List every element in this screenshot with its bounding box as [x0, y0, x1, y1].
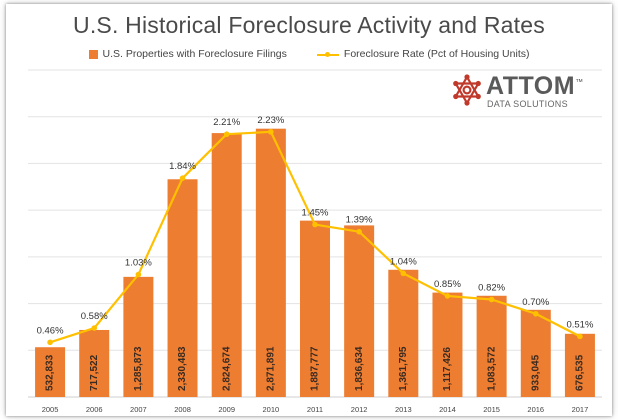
rate-value-label: 0.46% — [37, 325, 64, 336]
logo-node — [453, 80, 459, 87]
x-tick-label: 2006 — [86, 405, 103, 414]
bar-value-label: 1,117,426 — [442, 347, 453, 391]
x-tick-label: 2007 — [130, 405, 147, 414]
logo-hub — [462, 85, 472, 95]
x-tick-label: 2005 — [42, 405, 59, 414]
rate-point — [444, 293, 451, 299]
bar-value-label: 1,887,777 — [310, 346, 321, 391]
x-tick-label: 2011 — [307, 405, 323, 414]
bar-2017 — [564, 333, 595, 397]
rate-point — [577, 333, 583, 340]
rate-value-label: 0.70% — [522, 297, 549, 308]
rate-value-label: 1.04% — [390, 256, 417, 267]
bar-2014 — [432, 292, 463, 397]
x-tick-label: 2012 — [351, 405, 368, 414]
rate-value-label: 0.85% — [434, 279, 461, 290]
rate-value-label: 2.21% — [213, 117, 240, 128]
logo-node — [464, 74, 470, 80]
logo-stroke — [466, 82, 480, 104]
bar-value-label: 532,833 — [45, 354, 56, 391]
rate-point — [268, 129, 274, 135]
legend-label-bars: U.S. Properties with Foreclosure Filings — [102, 48, 287, 60]
rate-point — [91, 325, 98, 331]
bar-value-label: 1,836,634 — [354, 346, 365, 391]
logo-network-icon — [453, 74, 481, 106]
x-tick-label: 2015 — [483, 405, 500, 414]
rate-value-label: 0.51% — [566, 319, 593, 330]
bar-value-label: 717,522 — [89, 354, 100, 391]
rate-point — [312, 221, 318, 228]
bar-2012 — [344, 225, 375, 397]
bar-value-label: 2,824,674 — [221, 346, 232, 391]
legend-swatch-bars — [88, 49, 98, 59]
chart-title: U.S. Historical Foreclosure Activity and… — [73, 12, 545, 38]
logo-name: ATTOM™ — [486, 72, 584, 100]
x-tick-label: 2008 — [174, 405, 191, 414]
rate-value-label: 1.03% — [125, 258, 152, 269]
bar-2015 — [476, 295, 507, 397]
legend: U.S. Properties with Foreclosure Filings… — [6, 48, 612, 60]
rate-point — [179, 175, 186, 182]
bar-2007 — [123, 276, 154, 397]
x-tick-label: 2009 — [218, 405, 235, 414]
rate-point — [488, 296, 495, 303]
rate-value-label: 2.23% — [257, 115, 284, 126]
rate-point — [400, 270, 407, 277]
bar-2013 — [388, 269, 419, 397]
chart-frame: U.S. Historical Foreclosure Activity and… — [6, 4, 612, 416]
bar-2005 — [35, 347, 66, 397]
bar-value-label: 1,285,873 — [133, 346, 144, 391]
logo-stroke — [454, 76, 468, 98]
bar-value-label: 2,871,891 — [265, 346, 276, 391]
bar-2016 — [520, 309, 551, 397]
bar-value-label: 676,535 — [575, 354, 586, 391]
x-tick-label: 2017 — [572, 405, 589, 414]
rate-value-label: 0.82% — [478, 282, 505, 293]
bar-2010 — [255, 128, 286, 397]
logo-node — [453, 93, 459, 100]
attom-logo: ATTOM™ DATA SOLUTIONS — [450, 70, 600, 112]
rate-value-label: 1.45% — [302, 208, 329, 219]
bar-value-label: 933,045 — [530, 354, 541, 391]
bar-2008 — [167, 179, 198, 397]
bar-2006 — [79, 329, 110, 397]
rate-point — [532, 310, 539, 317]
x-tick-label: 2016 — [527, 405, 544, 414]
bar-2011 — [300, 220, 330, 397]
rate-value-label: 1.39% — [346, 215, 373, 226]
logo-subtitle: DATA SOLUTIONS — [487, 99, 568, 109]
rate-point — [135, 271, 142, 278]
bar-value-label: 1,361,795 — [398, 346, 409, 391]
rate-value-label: 0.58% — [81, 311, 108, 322]
rate-point — [356, 228, 362, 235]
rate-point — [47, 339, 53, 346]
rate-point — [223, 131, 230, 138]
x-tick-label: 2013 — [395, 405, 412, 414]
logo-stroke — [466, 76, 480, 98]
legend-label-rate: Foreclosure Rate (Pct of Housing Units) — [343, 48, 530, 60]
legend-item-bars: U.S. Properties with Foreclosure Filings — [88, 48, 287, 60]
chart-plot: 532,833 2005 717,522 2006 1,285,873 2007 2,330… — [28, 69, 602, 414]
legend-item-rate: Foreclosure Rate (Pct of Housing Units) — [316, 48, 530, 60]
bar-2009 — [211, 133, 242, 398]
logo-node — [475, 80, 481, 87]
x-tick-label: 2014 — [439, 405, 456, 414]
legend-swatch-rate — [316, 50, 339, 59]
bar-value-label: 1,083,572 — [486, 346, 497, 391]
bar-value-label: 2,330,483 — [177, 346, 188, 391]
logo-stroke — [454, 82, 468, 104]
rate-value-label: 1.84% — [169, 161, 196, 172]
x-tick-label: 2010 — [263, 405, 280, 414]
